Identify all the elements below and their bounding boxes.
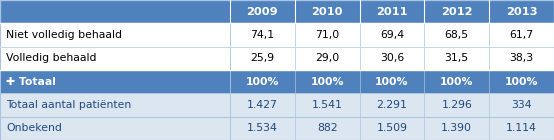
Text: 31,5: 31,5 bbox=[445, 53, 469, 63]
Text: 1.390: 1.390 bbox=[442, 123, 472, 133]
Text: 2010: 2010 bbox=[311, 7, 343, 17]
Text: 100%: 100% bbox=[310, 77, 344, 87]
Text: 882: 882 bbox=[317, 123, 337, 133]
Text: 1.114: 1.114 bbox=[506, 123, 537, 133]
Text: 2012: 2012 bbox=[441, 7, 473, 17]
Text: 38,3: 38,3 bbox=[510, 53, 534, 63]
Text: 334: 334 bbox=[511, 100, 532, 110]
Text: 100%: 100% bbox=[440, 77, 474, 87]
Text: Totaal aantal patiënten: Totaal aantal patiënten bbox=[6, 100, 131, 110]
Text: 2.291: 2.291 bbox=[377, 100, 407, 110]
Text: 2013: 2013 bbox=[506, 7, 537, 17]
Bar bbox=[0, 93, 554, 117]
Text: 100%: 100% bbox=[505, 77, 538, 87]
Text: 68,5: 68,5 bbox=[445, 30, 469, 40]
Text: 74,1: 74,1 bbox=[250, 30, 274, 40]
Text: ✚ Totaal: ✚ Totaal bbox=[6, 77, 56, 87]
Text: 100%: 100% bbox=[375, 77, 409, 87]
Text: 1.534: 1.534 bbox=[247, 123, 278, 133]
Bar bbox=[0, 0, 554, 23]
Text: 30,6: 30,6 bbox=[380, 53, 404, 63]
Bar bbox=[0, 47, 554, 70]
Text: 69,4: 69,4 bbox=[380, 30, 404, 40]
Text: Onbekend: Onbekend bbox=[6, 123, 62, 133]
Text: Volledig behaald: Volledig behaald bbox=[6, 53, 96, 63]
Text: 2009: 2009 bbox=[247, 7, 278, 17]
Text: Niet volledig behaald: Niet volledig behaald bbox=[6, 30, 122, 40]
Text: 1.427: 1.427 bbox=[247, 100, 278, 110]
Bar bbox=[0, 70, 554, 93]
Text: 1.509: 1.509 bbox=[377, 123, 407, 133]
Text: 61,7: 61,7 bbox=[510, 30, 534, 40]
Text: 100%: 100% bbox=[245, 77, 279, 87]
Bar bbox=[0, 23, 554, 47]
Text: 71,0: 71,0 bbox=[315, 30, 339, 40]
Text: 25,9: 25,9 bbox=[250, 53, 274, 63]
Bar bbox=[0, 117, 554, 140]
Text: 1.541: 1.541 bbox=[312, 100, 342, 110]
Text: 29,0: 29,0 bbox=[315, 53, 339, 63]
Text: 2011: 2011 bbox=[376, 7, 408, 17]
Text: 1.296: 1.296 bbox=[442, 100, 472, 110]
